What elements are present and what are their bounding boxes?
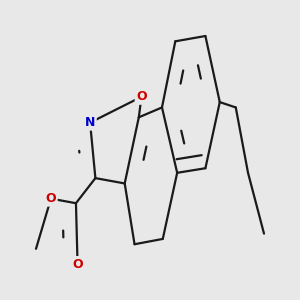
Text: O: O (72, 257, 83, 271)
Text: O: O (136, 90, 147, 103)
Text: N: N (85, 116, 95, 129)
Text: O: O (46, 192, 56, 205)
